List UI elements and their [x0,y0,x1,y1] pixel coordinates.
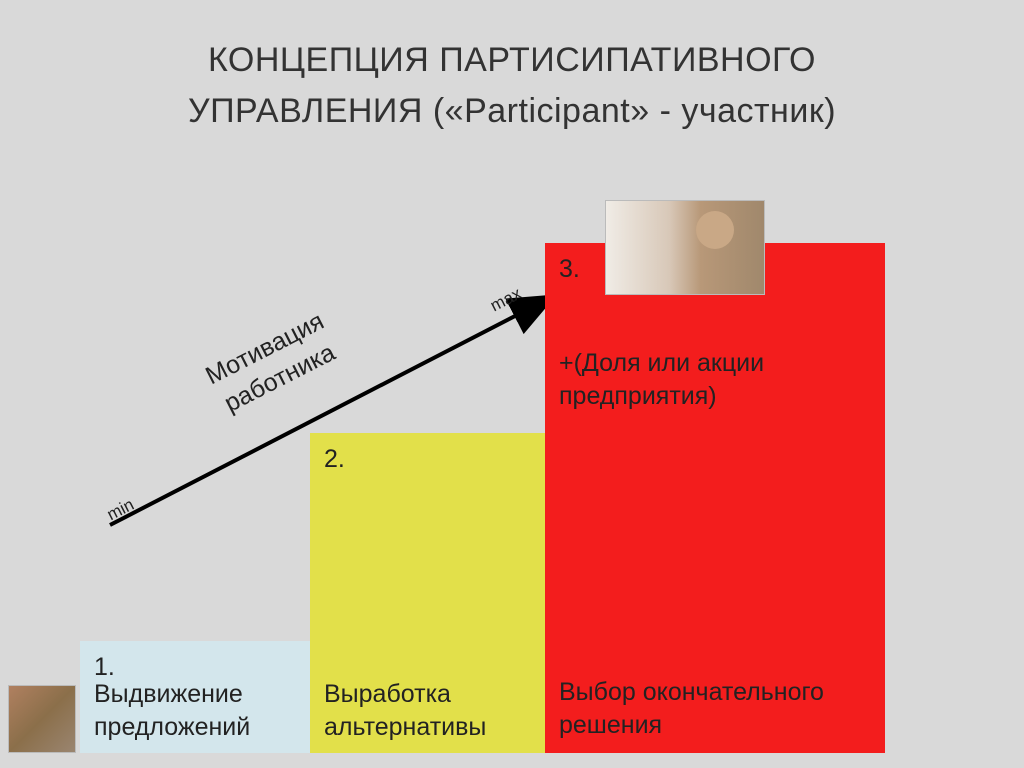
title-line-2: УПРАВЛЕНИЯ («Participant» - участник) [30,86,994,137]
step-2-num: 2. [324,445,531,474]
step-3-label: Выбор окончательного решения [559,676,871,744]
fox-image [8,685,76,753]
step-3-extra: +(Доля или акции предприятия) [559,347,871,412]
slide-title: КОНЦЕПЦИЯ ПАРТИСИПАТИВНОГО УПРАВЛЕНИЯ («… [30,35,994,137]
person-image [605,200,765,295]
step-2: 2. Выработка альтернативы [310,433,545,753]
step-1-label: Выдвижение предложений [94,678,296,743]
title-line-1: КОНЦЕПЦИЯ ПАРТИСИПАТИВНОГО [30,35,994,86]
step-3: 3. +(Доля или акции предприятия) Выбор о… [545,243,885,753]
step-2-label: Выработка альтернативы [324,678,531,743]
step-chart: 1. Выдвижение предложений 2. Выработка а… [80,243,885,753]
step-1: 1. Выдвижение предложений [80,641,310,753]
